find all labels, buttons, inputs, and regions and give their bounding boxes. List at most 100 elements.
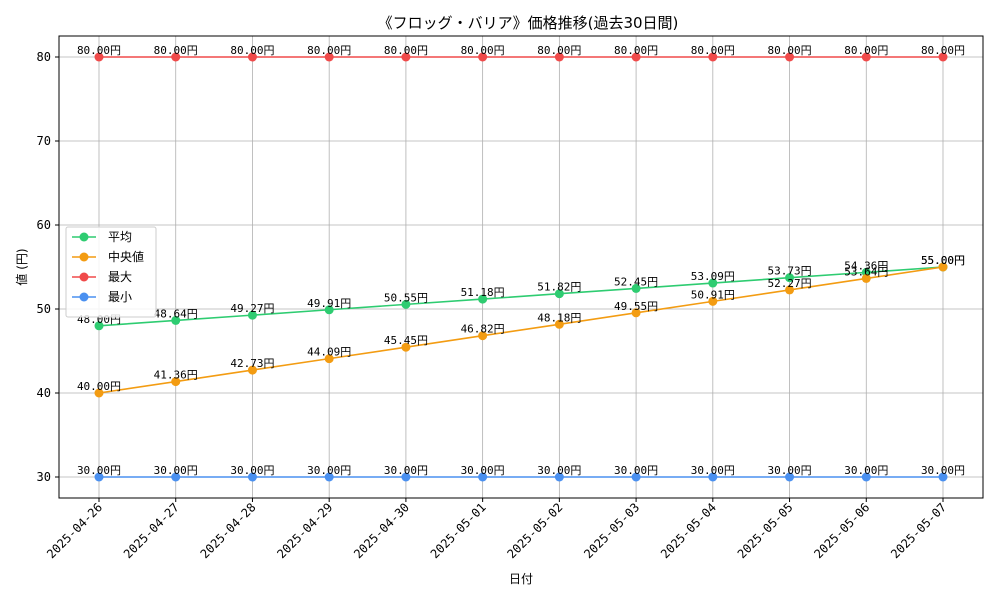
legend-box: [65, 226, 157, 318]
data-point: [785, 285, 795, 295]
y-tick-label: 30: [37, 470, 51, 484]
data-point: [324, 472, 334, 482]
legend-label: 最小: [108, 290, 132, 304]
data-point: [708, 296, 718, 306]
legend-swatch-marker: [79, 232, 89, 242]
data-label: 30.00円: [921, 464, 965, 477]
y-tick-label: 40: [37, 386, 51, 400]
y-axis-label: 値 (円): [14, 248, 29, 285]
x-tick-label: 2025-05-07: [888, 500, 949, 561]
x-tick-label: 2025-05-06: [811, 500, 872, 561]
y-tick-label: 50: [37, 302, 51, 316]
data-label: 30.00円: [154, 464, 198, 477]
data-label: 55.00円: [921, 254, 965, 267]
data-point: [401, 472, 411, 482]
data-point: [478, 331, 488, 341]
data-label: 30.00円: [384, 464, 428, 477]
data-point: [401, 299, 411, 309]
data-point: [94, 52, 104, 62]
data-label: 80.00円: [844, 44, 888, 57]
chart-title: 《フロッグ・バリア》価格推移(過去30日間): [378, 14, 679, 32]
data-point: [247, 52, 257, 62]
x-tick-label: 2025-04-26: [44, 500, 105, 561]
data-point: [324, 305, 334, 315]
data-point: [247, 365, 257, 375]
y-tick-label: 70: [37, 134, 51, 148]
data-label: 53.73円: [767, 265, 811, 278]
data-label: 40.00円: [77, 380, 121, 393]
x-tick-label: 2025-04-28: [198, 500, 259, 561]
y-tick-label: 60: [37, 218, 51, 232]
data-label: 53.09円: [691, 270, 735, 283]
legend-swatch-marker: [79, 292, 89, 302]
data-point: [708, 472, 718, 482]
data-label: 54.36円: [844, 259, 888, 272]
x-tick-label: 2025-04-27: [121, 500, 182, 561]
data-label: 80.00円: [691, 44, 735, 57]
data-label: 50.55円: [384, 291, 428, 304]
data-point: [171, 315, 181, 325]
data-label: 50.91円: [691, 288, 735, 301]
data-label: 30.00円: [77, 464, 121, 477]
data-point: [478, 294, 488, 304]
data-point: [861, 273, 871, 283]
data-point: [247, 310, 257, 320]
data-point: [708, 278, 718, 288]
x-tick-label: 2025-04-30: [351, 500, 412, 561]
data-point: [401, 342, 411, 352]
x-tick-label: 2025-05-04: [658, 500, 719, 561]
data-label: 80.00円: [461, 44, 505, 57]
x-axis: 2025-04-26 2025-04-27 2025-04-28 2025-04-29…: [44, 498, 949, 561]
data-label: 80.00円: [614, 44, 658, 57]
data-point: [785, 52, 795, 62]
legend-label: 最大: [108, 270, 132, 284]
legend-swatch-marker: [79, 272, 89, 282]
data-point: [478, 52, 488, 62]
data-label: 30.00円: [230, 464, 274, 477]
legend-swatch-marker: [79, 252, 89, 262]
data-point: [938, 52, 948, 62]
data-point: [631, 283, 641, 293]
series-line: [98, 266, 944, 394]
data-point: [554, 472, 564, 482]
data-label: 46.82円: [461, 323, 505, 336]
data-label: 30.00円: [767, 464, 811, 477]
x-tick-label: 2025-05-03: [581, 500, 642, 561]
series-line: [98, 266, 944, 327]
data-point: [861, 52, 871, 62]
data-point: [554, 289, 564, 299]
data-label: 30.00円: [537, 464, 581, 477]
data-label: 30.00円: [461, 464, 505, 477]
data-point: [861, 472, 871, 482]
data-label: 42.73円: [230, 357, 274, 370]
data-label: 80.00円: [154, 44, 198, 57]
data-point: [631, 52, 641, 62]
data-point: [708, 52, 718, 62]
data-label: 41.36円: [154, 369, 198, 382]
data-point: [478, 472, 488, 482]
data-label: 30.00円: [307, 464, 351, 477]
data-labels: 48.00円 48.64円 49.27円 49.91円 50.55円 51.18円 51.8…: [77, 44, 965, 477]
data-point: [94, 321, 104, 331]
x-axis-label: 日付: [509, 572, 533, 586]
data-label: 49.55円: [614, 300, 658, 313]
data-point: [324, 52, 334, 62]
data-point: [171, 52, 181, 62]
series-group: [94, 52, 948, 482]
data-point: [785, 273, 795, 283]
data-point: [785, 472, 795, 482]
data-label: 45.45円: [384, 334, 428, 347]
x-tick-label: 2025-04-29: [274, 500, 335, 561]
x-tick-label: 2025-05-02: [504, 500, 565, 561]
data-label: 80.00円: [921, 44, 965, 57]
data-point: [554, 319, 564, 329]
data-point: [94, 388, 104, 398]
data-label: 30.00円: [691, 464, 735, 477]
data-label: 55.00円: [921, 254, 965, 267]
data-label: 48.18円: [537, 311, 581, 324]
data-label: 44.09円: [307, 346, 351, 359]
data-label: 30.00円: [844, 464, 888, 477]
data-label: 51.18円: [461, 286, 505, 299]
data-label: 80.00円: [307, 44, 351, 57]
